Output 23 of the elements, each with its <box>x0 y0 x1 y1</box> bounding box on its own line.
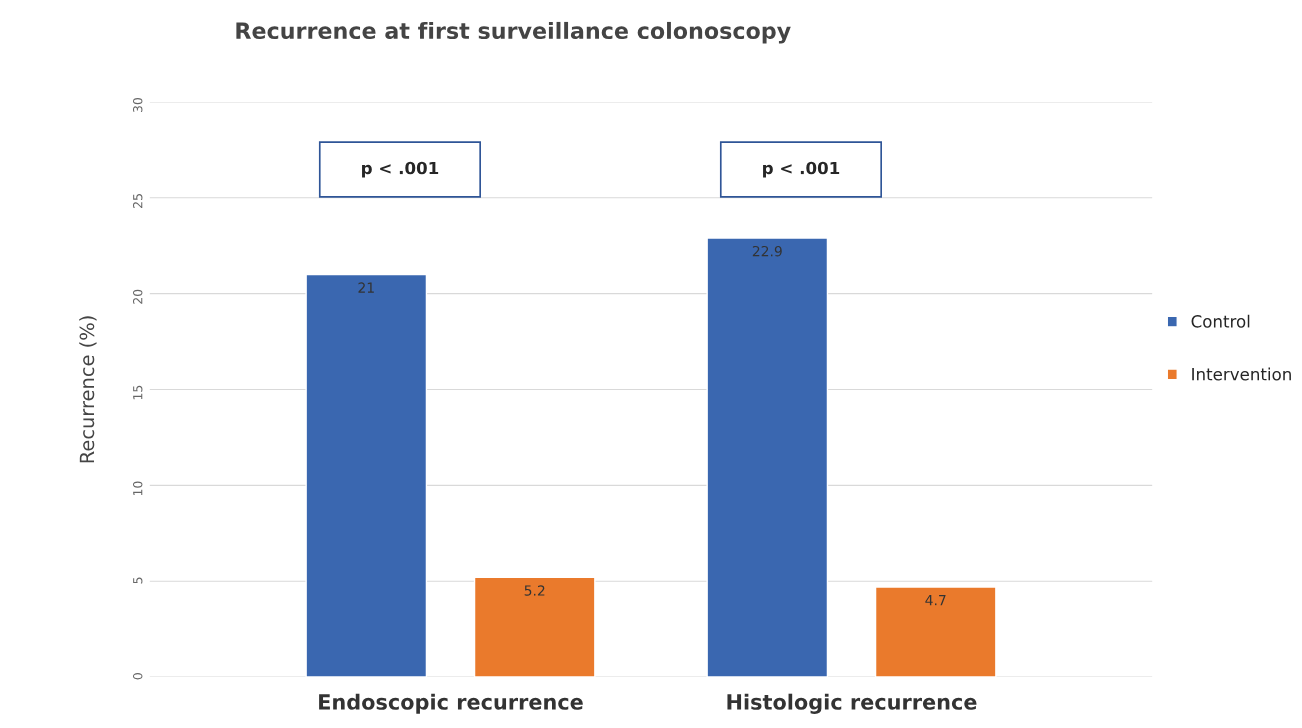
annotation: p < .001 <box>763 161 840 178</box>
chart-title: Recurrence at first surveillance colonoscopy <box>236 21 791 44</box>
y-tick-label: 10 <box>132 481 143 496</box>
bar <box>706 237 829 678</box>
y-tick-label: 15 <box>133 385 143 400</box>
bar <box>473 576 596 678</box>
y-tick-label: 20 <box>132 289 143 304</box>
legend-label: Control <box>1191 314 1250 328</box>
data-label: 4.7 <box>925 595 946 606</box>
x-tick-label: Endoscopic recurrence <box>319 693 583 714</box>
bar <box>874 586 997 678</box>
y-axis-title: Recurrence (%) <box>79 316 97 463</box>
bar <box>305 273 428 678</box>
data-label: 22.9 <box>752 245 782 257</box>
y-tick-label: 30 <box>132 98 143 113</box>
legend-label: Intervention <box>1192 367 1291 381</box>
x-tick-label: Histologic recurrence <box>727 693 977 715</box>
y-tick-label: 5 <box>133 577 143 584</box>
data-label: 5.2 <box>524 585 545 596</box>
y-tick-label: 0 <box>132 673 143 680</box>
y-tick-label: 25 <box>132 194 143 209</box>
annotation: p < .001 <box>362 161 439 178</box>
data-label: 21 <box>358 282 374 293</box>
